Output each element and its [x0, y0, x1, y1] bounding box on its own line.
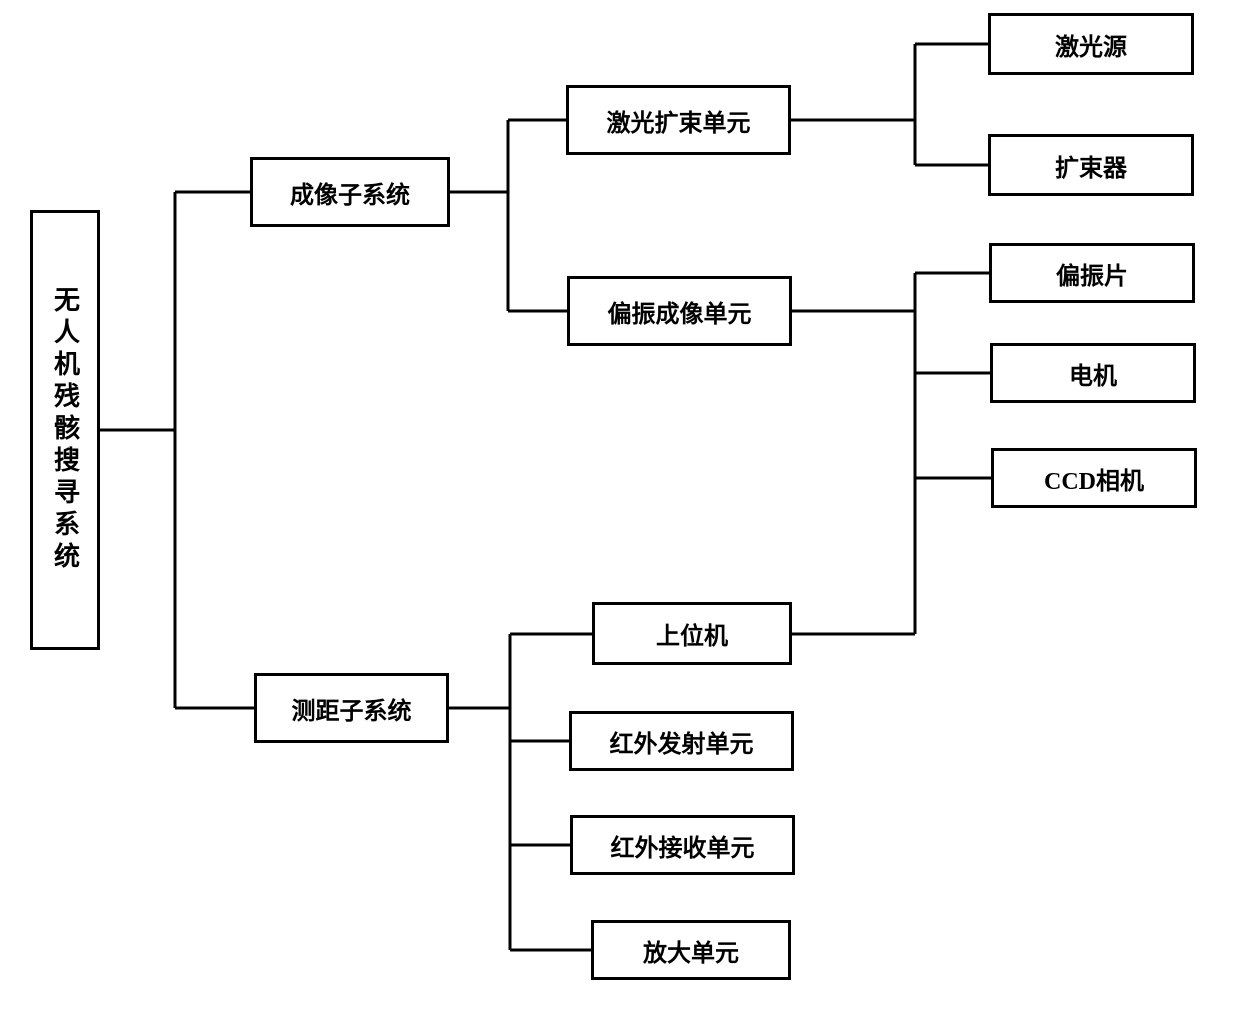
node-polar: 偏振片	[989, 243, 1195, 303]
node-host: 上位机	[592, 602, 792, 665]
node-expand-label: 扩束器	[1055, 148, 1127, 183]
node-irtx-label: 红外发射单元	[610, 724, 754, 759]
node-motor-label: 电机	[1069, 356, 1117, 391]
node-amp: 放大单元	[591, 920, 791, 980]
node-beam-label: 激光扩束单元	[607, 103, 751, 138]
node-expand: 扩束器	[988, 134, 1194, 196]
node-root: 无人机残骸搜寻系统	[30, 210, 100, 650]
node-laser: 激光源	[988, 13, 1194, 75]
node-laser-label: 激光源	[1055, 27, 1127, 62]
node-imgsys: 成像子系统	[250, 157, 450, 227]
node-distsys: 测距子系统	[254, 673, 449, 743]
node-root-label: 无人机残骸搜寻系统	[47, 286, 84, 574]
node-amp-label: 放大单元	[643, 933, 739, 968]
node-distsys-label: 测距子系统	[292, 691, 412, 726]
node-polar-label: 偏振片	[1056, 256, 1128, 291]
node-imgsys-label: 成像子系统	[290, 175, 410, 210]
node-motor: 电机	[990, 343, 1196, 403]
node-irtx: 红外发射单元	[569, 711, 794, 771]
node-irrx: 红外接收单元	[570, 815, 795, 875]
node-ccd: CCD相机	[991, 448, 1197, 508]
node-beam: 激光扩束单元	[566, 85, 791, 155]
node-irrx-label: 红外接收单元	[611, 828, 755, 863]
node-polimg: 偏振成像单元	[567, 276, 792, 346]
node-ccd-label: CCD相机	[1044, 461, 1144, 496]
node-host-label: 上位机	[656, 616, 728, 651]
node-polimg-label: 偏振成像单元	[608, 294, 752, 329]
